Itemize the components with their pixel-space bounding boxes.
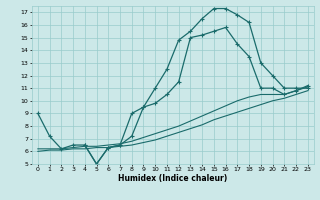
X-axis label: Humidex (Indice chaleur): Humidex (Indice chaleur) xyxy=(118,174,228,183)
